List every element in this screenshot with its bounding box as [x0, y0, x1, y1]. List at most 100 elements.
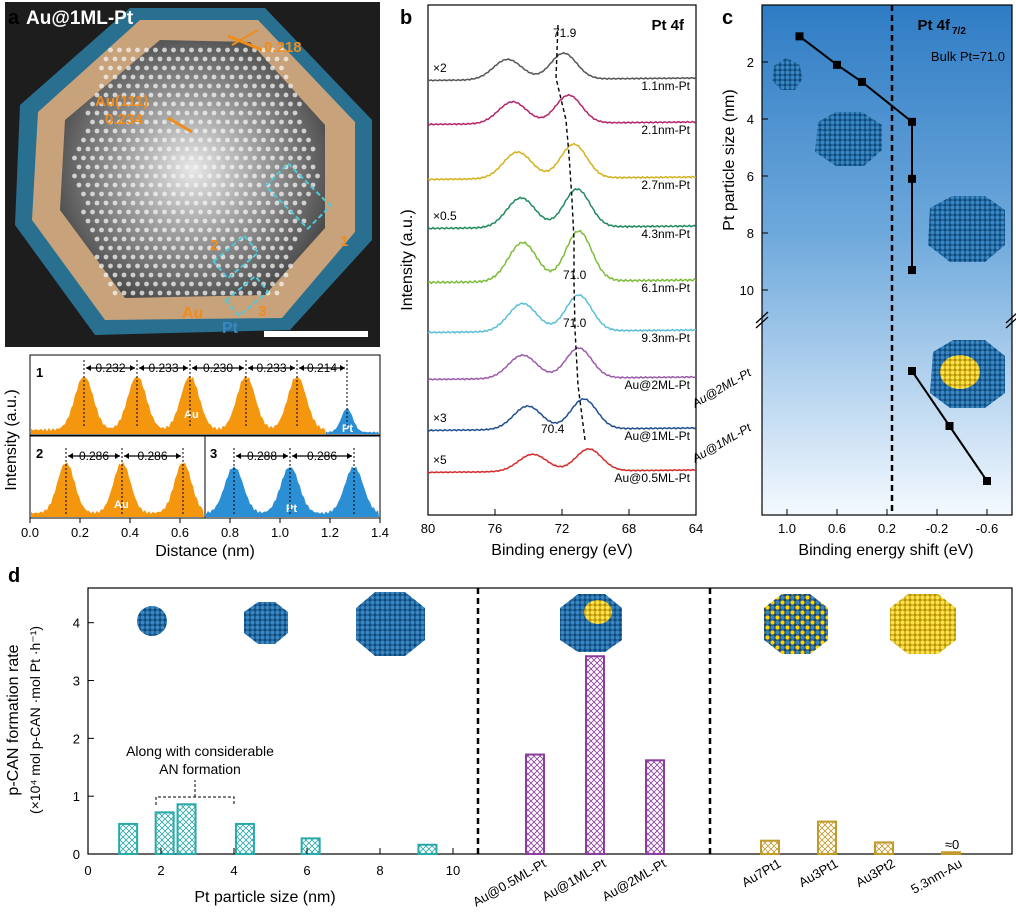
lattice-dot-603: [121, 272, 127, 278]
profile-x-tick-label-1: 0.2: [71, 525, 89, 540]
lattice-dot-340: [144, 173, 149, 179]
xps-scale-label-8: ×5: [433, 453, 447, 467]
lattice-dot-97: [225, 83, 230, 89]
lattice-dot-648: [166, 290, 172, 296]
xps-curve-6: [427, 346, 697, 381]
lattice-dot-399: [189, 191, 194, 197]
lattice-dot-510: [288, 227, 293, 233]
lattice-dot-322: [229, 164, 235, 170]
lattice-dot-8: [180, 47, 185, 53]
lattice-dot-70: [175, 74, 181, 80]
lattice-dot-165: [202, 110, 208, 116]
lattice-dot-171: [256, 110, 262, 116]
lattice-dot-537: [117, 245, 122, 251]
lattice-dot-89: [153, 83, 158, 89]
lattice-dot-223: [292, 128, 298, 134]
lattice-dot-565: [166, 254, 172, 260]
lattice-dot-169: [238, 110, 244, 116]
lattice-dot-438: [81, 209, 86, 215]
lattice-dot-262: [175, 146, 181, 152]
core-shell-shift-point-2: [983, 477, 991, 485]
panel-c-category-label-0: Au@2ML-Pt: [689, 365, 754, 411]
lattice-dot-6: [162, 47, 167, 53]
lattice-dot-192: [234, 119, 239, 125]
lattice-dot-356: [288, 173, 293, 179]
lattice-dot-133: [135, 101, 140, 107]
lattice-dot-407: [261, 191, 266, 197]
lattice-dot-327: [274, 164, 280, 170]
lattice-dot-572: [229, 254, 235, 260]
lattice-dot-128: [90, 101, 95, 107]
lattice-dot-325: [256, 164, 262, 170]
lattice-dot-523: [193, 236, 199, 242]
lattice-dot-116: [193, 92, 199, 98]
lattice-dot-522: [184, 236, 190, 242]
lattice-dot-454: [225, 209, 230, 215]
lattice-dot-553: [261, 245, 266, 251]
lattice-dots: [72, 47, 320, 296]
lattice-dot-567: [184, 254, 190, 260]
lattice-dot-607: [157, 272, 163, 278]
lattice-dot-253: [94, 146, 100, 152]
alloy-category-1: Au3Pt1: [796, 856, 840, 890]
lattice-dot-105: [94, 92, 100, 98]
size-bar-1: [154, 811, 175, 856]
profile3-spacings-label-0: 0.288: [247, 449, 277, 463]
lattice-dot-25: [148, 56, 154, 62]
lattice-dot-7: [171, 47, 176, 53]
lattice-dot-644: [130, 290, 136, 296]
lattice-dot-79: [256, 74, 262, 80]
lattice-dot-378: [238, 182, 244, 188]
lattice-dot-444: [135, 209, 140, 215]
lattice-dot-439: [90, 209, 95, 215]
lattice-dot-353: [261, 173, 266, 179]
lattice-dot-578: [283, 254, 289, 260]
alloy-particle-icon: [764, 594, 828, 654]
lattice-dot-474: [184, 218, 190, 224]
lattice-dot-189: [207, 119, 212, 125]
lattice-dot-479: [229, 218, 235, 224]
pt-lattice-spacing: 0.218: [264, 39, 302, 56]
lattice-dot-106: [103, 92, 109, 98]
lattice-dot-406: [252, 191, 257, 197]
lattice-dot-222: [283, 128, 289, 134]
lattice-dot-12: [216, 47, 221, 53]
lattice-dot-456: [243, 209, 248, 215]
lattice-dot-507: [261, 227, 266, 233]
profile1-spacings-label-0: 0.232: [95, 361, 125, 375]
lattice-dot-393: [135, 191, 140, 197]
lattice-dot-405: [243, 191, 248, 197]
lattice-dot-605: [139, 272, 145, 278]
profile1-spacings-arrowhead-l-4: [299, 365, 304, 371]
profile1-spacings-arrowhead-r-0: [130, 365, 135, 371]
axis-break-right-1: [1005, 312, 1016, 324]
lattice-dot-525: [211, 236, 217, 242]
lattice-dot-283: [117, 155, 122, 161]
xps-series-label-5: 9.3nm-Pt: [641, 331, 690, 345]
lattice-dot-514: [112, 236, 118, 242]
profile-1-au-signal: [31, 375, 326, 434]
lattice-dot-472: [166, 218, 172, 224]
lattice-dot-162: [175, 110, 181, 116]
size-shift-point-4: [908, 174, 916, 183]
lattice-dot-302: [288, 155, 293, 161]
core-shell-bar-0: [525, 753, 545, 855]
lattice-dot-504: [234, 227, 239, 233]
axis-break-left-2: [755, 316, 769, 329]
lattice-dot-10: [198, 47, 203, 53]
lattice-dot-555: [279, 245, 284, 251]
profile-1-index: 1: [36, 365, 43, 380]
region-box-2: [212, 234, 260, 280]
lattice-dot-207: [148, 128, 154, 134]
lattice-dot-235: [171, 137, 176, 143]
lattice-dot-635: [225, 281, 230, 287]
lattice-dot-39: [274, 56, 280, 62]
lattice-dot-69: [166, 74, 172, 80]
lattice-dot-446: [153, 209, 158, 215]
lattice-dot-50: [180, 65, 185, 71]
lattice-dot-513: [103, 236, 109, 242]
lattice-dot-73: [202, 74, 208, 80]
peak-shift-trace: [555, 24, 586, 441]
lattice-dot-364: [112, 182, 118, 188]
lattice-dot-488: [90, 227, 95, 233]
